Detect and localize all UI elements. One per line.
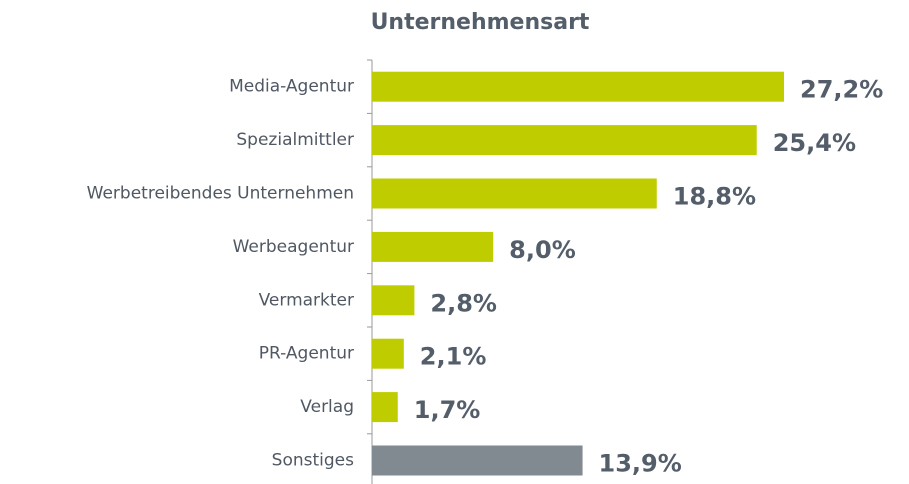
value-label: 25,4%: [773, 129, 856, 157]
bar: [372, 71, 784, 102]
bar: [372, 285, 415, 316]
value-label: 13,9%: [599, 450, 682, 478]
category-label: Werbetreibendes Unternehmen: [87, 184, 354, 204]
category-label: Verlag: [300, 397, 354, 417]
value-label: 27,2%: [800, 76, 883, 104]
bar: [372, 178, 657, 209]
chart-title: Unternehmensart: [371, 10, 590, 35]
bar: [372, 125, 757, 156]
category-label: Werbeagentur: [233, 237, 354, 257]
value-label: 8,0%: [509, 236, 576, 264]
category-label: Vermarkter: [259, 290, 354, 310]
bar: [372, 338, 404, 369]
category-label: Sonstiges: [272, 451, 354, 471]
value-label: 2,8%: [430, 289, 497, 317]
category-label: PR-Agentur: [259, 344, 354, 364]
category-label: Spezialmittler: [236, 130, 354, 150]
value-label: 18,8%: [673, 183, 756, 211]
value-label: 1,7%: [414, 396, 481, 424]
value-label: 2,1%: [420, 343, 487, 371]
category-label: Media-Agentur: [229, 77, 354, 97]
bar: [372, 231, 494, 262]
bar: [372, 445, 583, 476]
bar: [372, 392, 398, 423]
